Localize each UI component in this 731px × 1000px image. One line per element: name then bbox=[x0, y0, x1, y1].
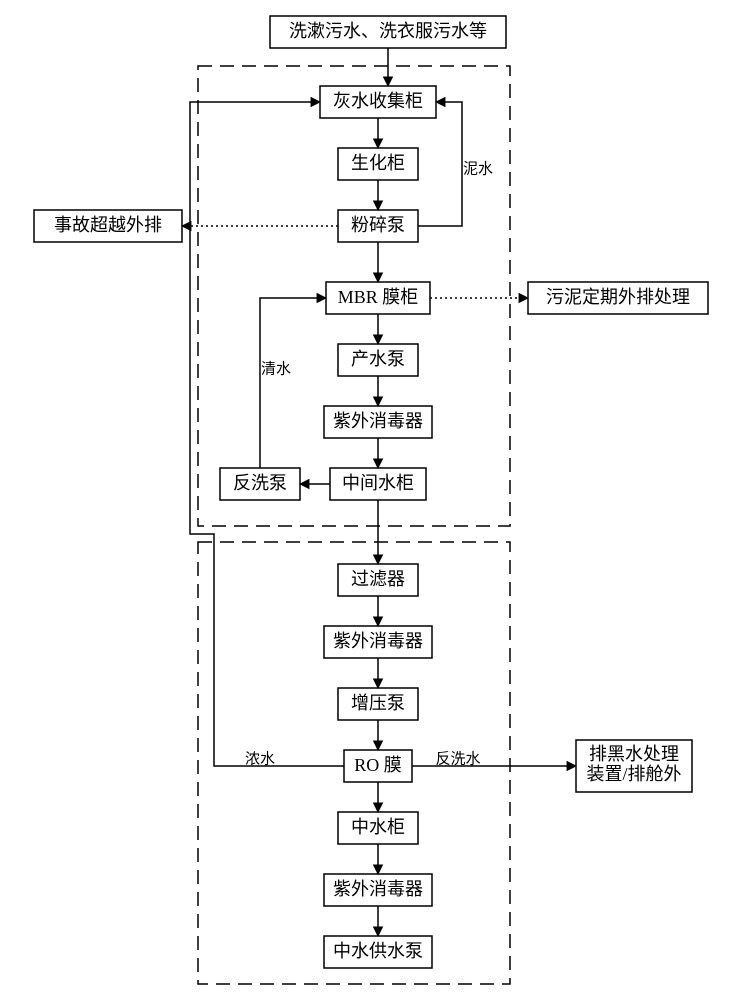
node-mid_tank: 中间水柜 bbox=[330, 468, 426, 500]
svg-text:紫外消毒器: 紫外消毒器 bbox=[333, 879, 423, 899]
node-prod_pump: 产水泵 bbox=[338, 344, 418, 376]
svg-text:增压泵: 增压泵 bbox=[351, 693, 405, 713]
node-recycled: 中水柜 bbox=[338, 812, 418, 844]
node-gray_tank: 灰水收集柜 bbox=[320, 86, 436, 118]
node-backwash: 反洗泵 bbox=[220, 468, 300, 500]
node-uv1: 紫外消毒器 bbox=[324, 406, 432, 438]
label-clear: 清水 bbox=[261, 360, 291, 377]
flowchart-diagram: 洗漱污水、洗衣服污水等灰水收集柜生化柜粉碎泵 事故超越外排 MBR 膜柜 污泥定期外排… bbox=[0, 0, 731, 1000]
node-input: 洗漱污水、洗衣服污水等 bbox=[270, 16, 506, 48]
node-biochem: 生化柜 bbox=[338, 148, 418, 180]
label-mud: 泥水 bbox=[463, 160, 493, 177]
svg-text:中水供水泵: 中水供水泵 bbox=[333, 941, 423, 961]
node-overflow: 事故超越外排 bbox=[34, 210, 182, 242]
svg-text:洗漱污水、洗衣服污水等: 洗漱污水、洗衣服污水等 bbox=[289, 21, 487, 41]
svg-text:装置/排舱外: 装置/排舱外 bbox=[586, 764, 681, 784]
label-conc: 浓水 bbox=[245, 750, 275, 767]
svg-text:灰水收集柜: 灰水收集柜 bbox=[333, 91, 423, 111]
boxes-layer: 洗漱污水、洗衣服污水等灰水收集柜生化柜粉碎泵 事故超越外排 MBR 膜柜 污泥定期外排… bbox=[34, 16, 708, 968]
svg-text:事故超越外排: 事故超越外排 bbox=[54, 215, 162, 235]
label-backwater: 反洗水 bbox=[435, 750, 480, 767]
node-sludge: 污泥定期外排处理 bbox=[528, 282, 708, 314]
svg-text:污泥定期外排处理: 污泥定期外排处理 bbox=[546, 287, 690, 307]
svg-text:中间水柜: 中间水柜 bbox=[342, 473, 414, 493]
node-mbr: MBR 膜柜 bbox=[326, 282, 430, 314]
svg-text:过滤器: 过滤器 bbox=[351, 569, 405, 589]
edge-clear bbox=[260, 298, 326, 468]
svg-text:MBR 膜柜: MBR 膜柜 bbox=[338, 287, 419, 307]
node-uv2: 紫外消毒器 bbox=[324, 626, 432, 658]
svg-text:反洗泵: 反洗泵 bbox=[233, 473, 287, 493]
svg-text:紫外消毒器: 紫外消毒器 bbox=[333, 411, 423, 431]
svg-text:排黑水处理: 排黑水处理 bbox=[589, 744, 679, 764]
svg-text:RO 膜: RO 膜 bbox=[354, 755, 402, 775]
svg-text:产水泵: 产水泵 bbox=[351, 349, 405, 369]
node-boost_pump: 增压泵 bbox=[338, 688, 418, 720]
svg-text:生化柜: 生化柜 bbox=[351, 153, 405, 173]
node-crusher: 粉碎泵 bbox=[338, 210, 418, 242]
edge-mud bbox=[418, 102, 462, 226]
svg-text:紫外消毒器: 紫外消毒器 bbox=[333, 631, 423, 651]
node-ro: RO 膜 bbox=[344, 750, 412, 782]
node-uv3: 紫外消毒器 bbox=[324, 874, 432, 906]
edge-concentrate bbox=[190, 102, 344, 766]
node-supply_pump: 中水供水泵 bbox=[324, 936, 432, 968]
svg-text:中水柜: 中水柜 bbox=[351, 817, 405, 837]
svg-text:粉碎泵: 粉碎泵 bbox=[351, 215, 405, 235]
node-discharge: 排黑水处理装置/排舱外 bbox=[576, 740, 692, 792]
node-filter: 过滤器 bbox=[338, 564, 418, 596]
